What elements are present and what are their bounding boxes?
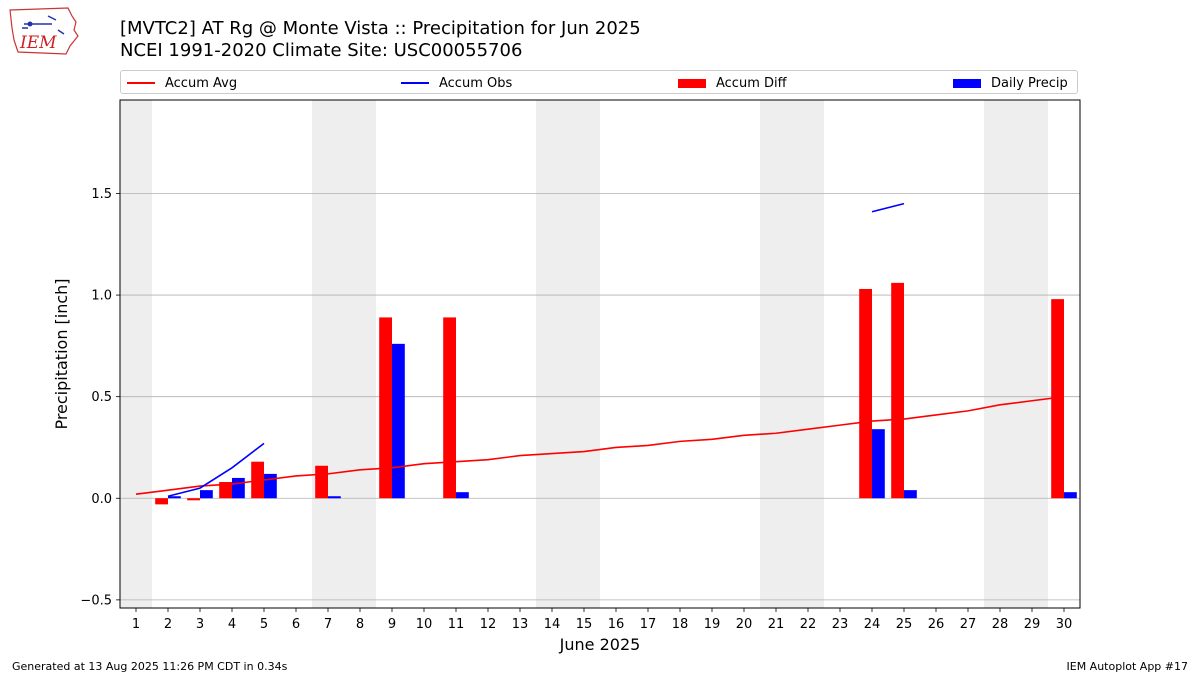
x-tick-label: 3 — [196, 617, 204, 632]
x-tick-label: 27 — [960, 617, 977, 632]
x-tick-label: 7 — [324, 617, 332, 632]
daily-precip-bar-day-4 — [232, 477, 245, 499]
weekend-shade-5 — [984, 100, 1048, 608]
x-tick-label: 5 — [260, 617, 268, 632]
daily-precip-bar-day-5 — [264, 473, 277, 499]
x-tick-label: 23 — [832, 617, 849, 632]
x-tick-label: 11 — [448, 617, 465, 632]
accum-diff-bar-day-7 — [315, 465, 328, 499]
app-credit: IEM Autoplot App #17 — [1066, 660, 1189, 673]
x-tick-label: 8 — [356, 617, 364, 632]
x-tick-label: 26 — [928, 617, 945, 632]
y-tick-label: 0.5 — [91, 390, 112, 405]
daily-precip-bar-day-7 — [328, 496, 341, 499]
legend-item-accum-obs: Accum Obs — [401, 74, 512, 92]
accum-diff-bar-day-30 — [1051, 299, 1064, 499]
generated-timestamp: Generated at 13 Aug 2025 11:26 PM CDT in… — [12, 660, 288, 673]
y-tick-label: −0.5 — [80, 593, 112, 608]
x-tick-label: 6 — [292, 617, 300, 632]
x-tick-label: 22 — [800, 617, 817, 632]
weekend-shade-4 — [760, 100, 824, 608]
accum-avg-line — [135, 395, 1065, 496]
x-tick-label: 18 — [672, 617, 689, 632]
x-tick-label: 29 — [1024, 617, 1041, 632]
iem-logo: IEM — [8, 6, 80, 58]
legend-item-daily-precip: Daily Precip — [953, 74, 1068, 92]
accum-obs-line-segment-2 — [871, 202, 905, 213]
legend-item-accum-avg: Accum Avg — [127, 74, 237, 92]
iowa-state-outline-icon: IEM — [9, 7, 79, 55]
x-tick-label: 17 — [640, 617, 657, 632]
daily-precip-bar-day-30 — [1064, 492, 1077, 499]
legend-swatch-accum-diff — [678, 78, 706, 88]
legend-item-accum-diff: Accum Diff — [678, 74, 787, 92]
daily-precip-bar-day-2 — [168, 496, 181, 499]
x-tick-label: 10 — [416, 617, 433, 632]
chart-subtitle: NCEI 1991-2020 Climate Site: USC00055706 — [120, 40, 523, 61]
accum-diff-bar-day-2 — [155, 498, 168, 505]
weekend-shade-2 — [312, 100, 376, 608]
x-tick-label: 9 — [388, 617, 396, 632]
legend-label-accum-obs: Accum Obs — [439, 75, 513, 91]
accum-obs-line-segment-1 — [167, 442, 265, 498]
legend: Accum Avg Accum Obs Accum Diff Daily Pre… — [120, 70, 1078, 94]
accum-diff-bar-day-25 — [891, 282, 904, 499]
x-tick-label: 16 — [608, 617, 625, 632]
x-tick-label: 15 — [576, 617, 593, 632]
daily-precip-bar-day-25 — [904, 490, 917, 499]
daily-precip-bar-day-24 — [872, 429, 885, 499]
x-tick-label: 24 — [864, 617, 881, 632]
accum-diff-bar-day-9 — [379, 317, 392, 499]
x-tick-label: 28 — [992, 617, 1009, 632]
y-tick-label: 0.0 — [91, 492, 112, 507]
legend-swatch-accum-avg — [127, 82, 155, 84]
legend-label-accum-avg: Accum Avg — [165, 75, 238, 91]
legend-swatch-daily-precip — [953, 78, 981, 88]
y-tick-label: 1.0 — [91, 289, 112, 304]
weekend-shade-3 — [536, 100, 600, 608]
legend-label-daily-precip: Daily Precip — [991, 75, 1068, 91]
daily-precip-bar-day-11 — [456, 492, 469, 499]
x-tick-label: 20 — [736, 617, 753, 632]
accum-diff-bar-day-11 — [443, 317, 456, 499]
accum-diff-bar-day-5 — [251, 461, 264, 499]
x-axis-label: June 2025 — [559, 635, 641, 654]
x-tick-label: 13 — [512, 617, 529, 632]
x-tick-label: 4 — [228, 617, 236, 632]
accum-diff-bar-day-4 — [219, 482, 232, 499]
y-axis-label: Precipitation [inch] — [52, 278, 71, 429]
x-tick-label: 21 — [768, 617, 785, 632]
x-tick-label: 14 — [544, 617, 561, 632]
x-tick-label: 2 — [164, 617, 172, 632]
legend-label-accum-diff: Accum Diff — [716, 75, 787, 91]
daily-precip-bar-day-3 — [200, 490, 213, 499]
plot-frame — [119, 99, 1081, 609]
logo-text: IEM — [19, 33, 57, 53]
x-tick-label: 19 — [704, 617, 721, 632]
daily-precip-bar-day-9 — [392, 343, 405, 499]
legend-swatch-accum-obs — [401, 82, 429, 84]
x-tick-label: 30 — [1056, 617, 1073, 632]
y-tick-label: 1.5 — [91, 187, 112, 202]
x-tick-label: 12 — [480, 617, 497, 632]
chart-title: [MVTC2] AT Rg @ Monte Vista :: Precipita… — [120, 18, 641, 39]
x-tick-label: 25 — [896, 617, 913, 632]
accum-diff-bar-day-24 — [859, 288, 872, 499]
accum-diff-bar-day-3 — [187, 498, 200, 501]
x-tick-label: 1 — [132, 617, 140, 632]
weekend-shade-1 — [120, 100, 152, 608]
